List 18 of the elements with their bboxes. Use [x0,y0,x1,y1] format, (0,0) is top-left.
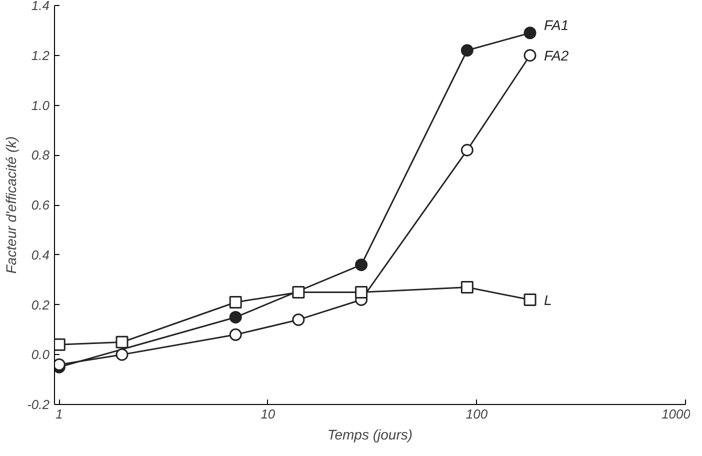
y-axis-title: Facteur d'efficacité (k) [3,136,20,274]
y-tick-label: 0.2 [31,297,50,312]
y-tick-label: 1.0 [31,98,50,113]
series-label: FA2 [544,47,569,64]
x-axis-title: Temps (jours) [327,426,413,442]
y-tick-label: 1.4 [31,0,50,13]
x-tick-label: 1000 [662,406,692,422]
y-tick-label: 0.0 [31,347,50,362]
y-tick-label: -0.2 [27,397,50,412]
y-tick-label: 0.4 [31,247,50,262]
y-tick-label: 1.2 [31,48,50,63]
y-tick-label: 0.6 [31,198,50,212]
y-tick-label: 0.8 [31,148,50,163]
series-label: FA1 [544,16,569,33]
series-label: L [544,292,552,308]
x-tick-label: 1 [56,406,63,422]
x-tick-label: 10 [260,406,276,422]
x-tick-label: 100 [466,406,488,422]
